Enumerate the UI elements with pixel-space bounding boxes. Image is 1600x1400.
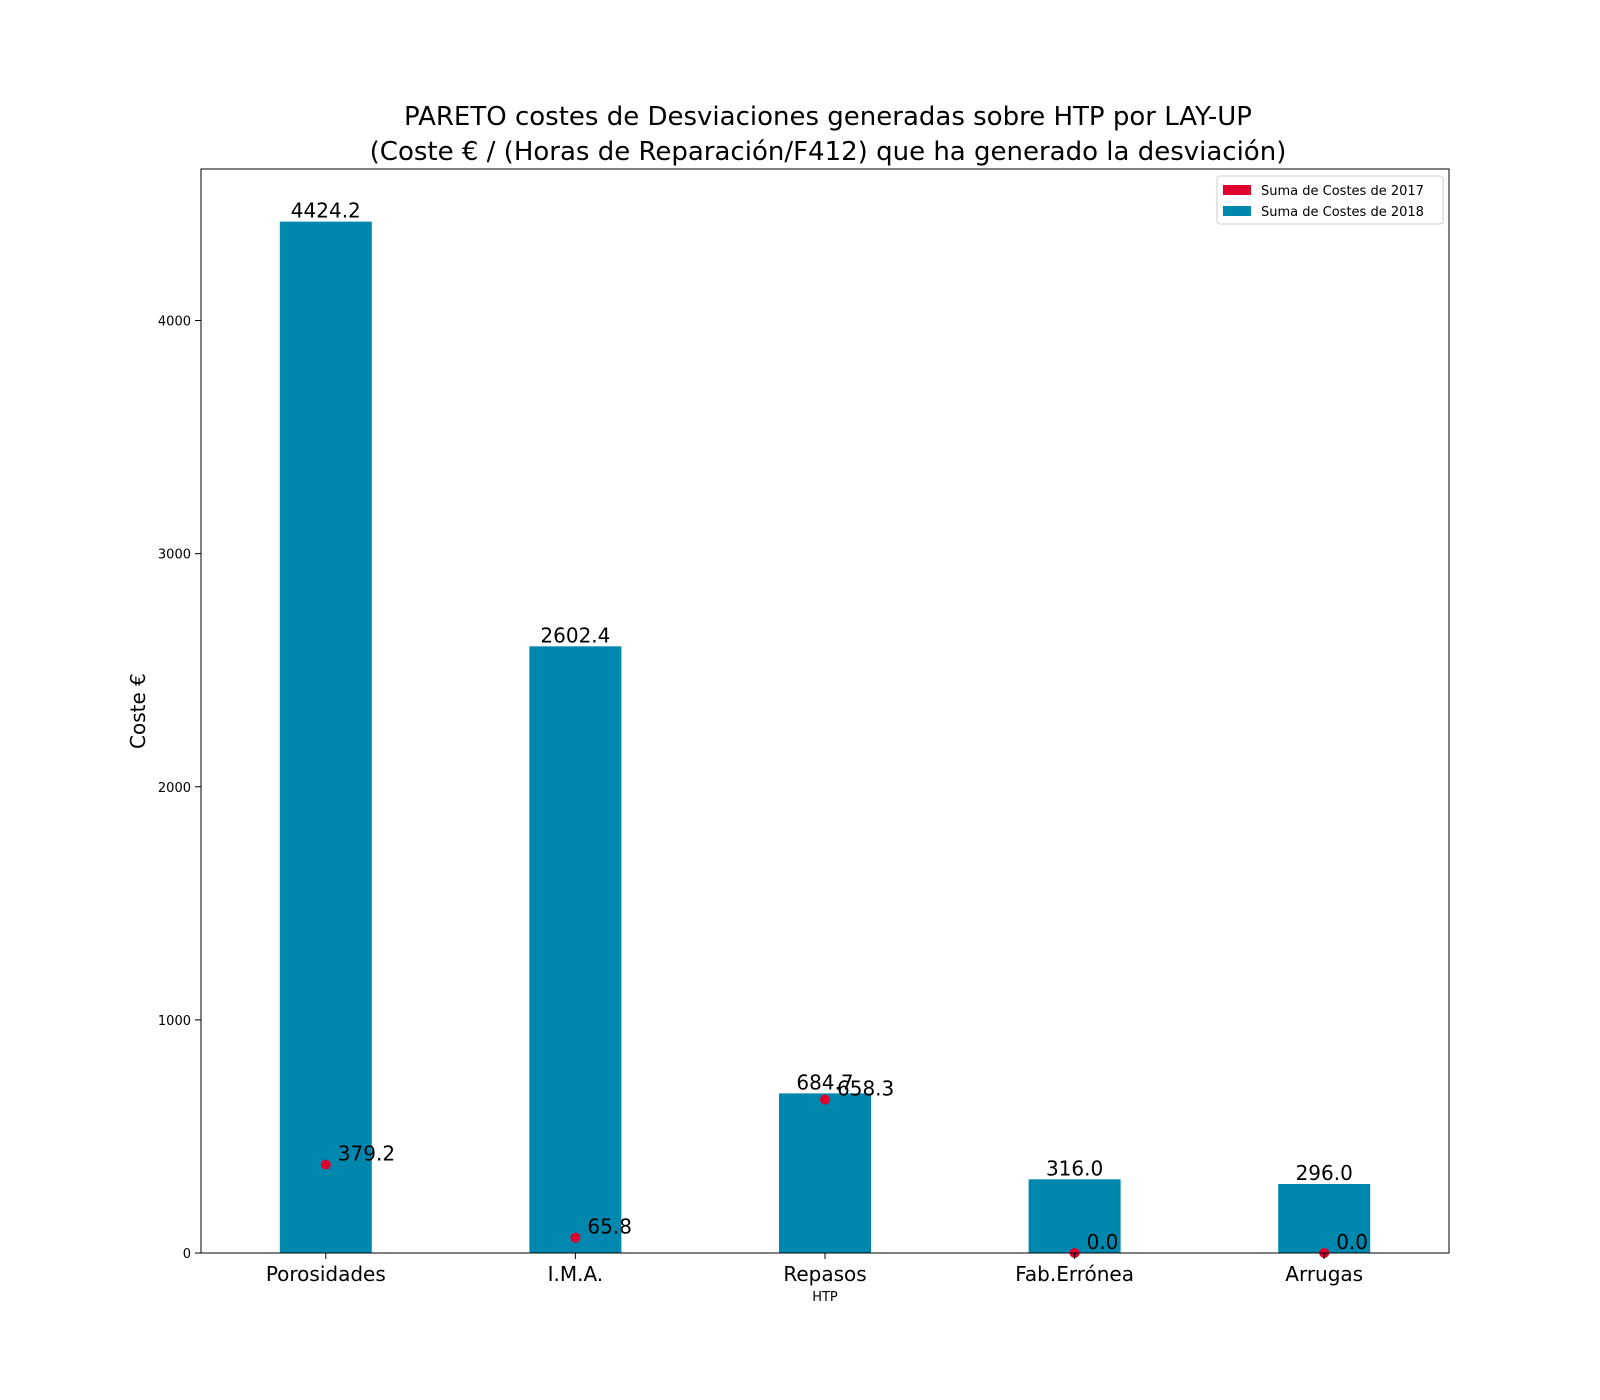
y-tick-label-5: 4000 [158, 315, 191, 330]
bar-value-label-4: 316.0 [1046, 1156, 1103, 1180]
x-tick-label-2: I.M.A. [548, 1262, 604, 1286]
legend: Suma de Costes de 2017 Suma de Costes de … [1216, 175, 1444, 225]
point-value-label-5: 0.0 [1336, 1230, 1368, 1254]
y-axis: 0 1000 2000 3000 4000 [158, 315, 201, 1262]
bar-2018-1 [279, 221, 372, 1254]
chart-title-line-1: PARETO costes de Desviaciones generadas … [404, 102, 1252, 132]
x-axis: Porosidades I.M.A. Repasos Fab.Errónea Arrug… [266, 1253, 1363, 1286]
point-2017-1 [320, 1159, 331, 1170]
point-value-label-2: 65.8 [587, 1215, 632, 1239]
plot-area: 4424.2 2602.4 684.7 316.0 296.0 379.2 65.8 658.… [279, 199, 1371, 1258]
bar-2018-3 [779, 1093, 871, 1253]
legend-box [1216, 175, 1444, 225]
legend-label-2: Suma de Costes de 2018 [1261, 205, 1424, 220]
y-tick-label-1: 0 [183, 1247, 191, 1262]
point-value-label-1: 379.2 [338, 1142, 395, 1166]
bar-value-label-1: 4424.2 [291, 199, 361, 223]
chart-title: PARETO costes de Desviaciones generadas … [370, 102, 1287, 167]
y-axis-label: Coste € [126, 673, 150, 749]
y-tick-label-3: 2000 [158, 781, 191, 796]
x-tick-label-3: Repasos [783, 1262, 866, 1286]
point-2017-3 [820, 1094, 830, 1105]
bar-value-label-3: 684.7 [796, 1070, 853, 1094]
bar-2018-4 [1028, 1179, 1121, 1253]
bar-value-label-5: 296.0 [1296, 1161, 1353, 1185]
bar-value-label-2: 2602.4 [540, 623, 610, 647]
chart-title-line-2: (Coste € / (Horas de Reparación/F412) qu… [370, 137, 1287, 167]
point-value-label-3: 658.3 [837, 1077, 894, 1101]
bar-2018-2 [529, 646, 622, 1253]
y-tick-label-4: 3000 [158, 548, 191, 563]
x-tick-label-1: Porosidades [266, 1262, 386, 1286]
point-2017-2 [570, 1232, 581, 1243]
y-tick-label-2: 1000 [158, 1014, 191, 1029]
x-tick-label-4: Fab.Errónea [1015, 1262, 1134, 1286]
legend-swatch-1 [1223, 185, 1251, 195]
point-value-label-4: 0.0 [1087, 1230, 1119, 1254]
legend-swatch-2 [1223, 206, 1251, 216]
x-axis-label: HTP [812, 1290, 838, 1305]
bar-2018-5 [1278, 1183, 1371, 1253]
legend-label-1: Suma de Costes de 2017 [1261, 184, 1424, 199]
x-tick-label-5: Arrugas [1285, 1262, 1363, 1286]
